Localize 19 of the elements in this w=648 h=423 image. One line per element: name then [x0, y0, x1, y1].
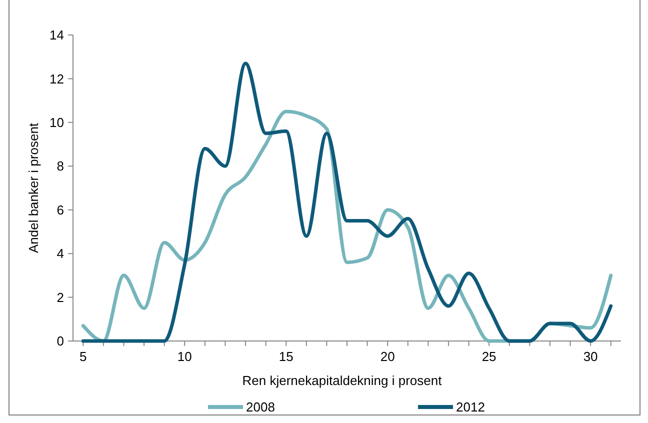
x-tick-label: 5	[80, 349, 87, 364]
x-axis-title: Ren kjernekapitaldekning i prosent	[242, 373, 442, 388]
legend-label: 2012	[456, 400, 485, 415]
x-tick-label: 20	[380, 349, 395, 364]
y-tick-label: 4	[56, 246, 64, 262]
y-tick-label: 6	[56, 202, 64, 218]
legend-label: 2008	[246, 400, 275, 415]
line-series	[81, 62, 613, 343]
y-tick-label: 12	[50, 71, 64, 86]
x-tick-label: 25	[482, 349, 496, 364]
y-tick-label: 2	[56, 290, 64, 305]
y-tick-label: 8	[56, 158, 64, 174]
x-tick-label: 10	[177, 349, 192, 364]
y-tick-label: 0	[56, 334, 64, 349]
y-axis-title: Andel banker i prosent	[26, 122, 41, 254]
x-tick-label: 15	[278, 349, 294, 364]
x-tick-label: 30	[583, 349, 598, 364]
y-tick-label: 10	[50, 114, 64, 130]
y-tick-label: 14	[50, 28, 64, 43]
